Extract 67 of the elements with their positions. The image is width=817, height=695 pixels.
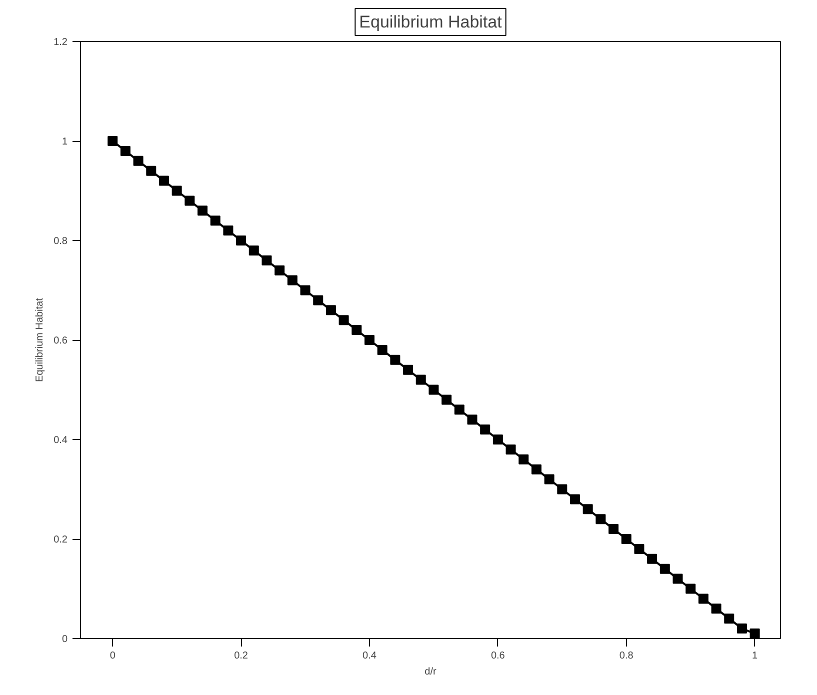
x-tick-label: 0 [110, 650, 116, 662]
point [313, 295, 324, 306]
point [442, 394, 452, 405]
point [467, 414, 478, 425]
point [364, 335, 374, 345]
point [647, 554, 658, 564]
point [596, 514, 606, 524]
point [582, 504, 593, 514]
point [262, 255, 272, 266]
point [634, 544, 644, 554]
point [686, 584, 696, 594]
point [326, 305, 336, 316]
point [236, 236, 246, 246]
y-tick-label: 0.8 [54, 236, 68, 247]
point [518, 454, 529, 464]
point [274, 265, 285, 276]
point [750, 628, 760, 638]
point [672, 574, 683, 584]
point [287, 275, 298, 286]
point [621, 534, 632, 544]
point [210, 216, 220, 226]
point [570, 494, 580, 504]
point [557, 484, 568, 494]
point [120, 146, 130, 156]
x-tick-label: 0.8 [619, 650, 634, 662]
point [133, 156, 144, 166]
y-tick-label: 0.4 [54, 435, 68, 446]
y-tick-label: 1.2 [54, 37, 68, 48]
point [724, 614, 734, 624]
x-tick-label: 0.6 [490, 650, 506, 662]
point [492, 434, 503, 444]
x-tick-label: 0.4 [362, 650, 377, 662]
point [172, 186, 182, 196]
point [198, 206, 208, 216]
point [698, 594, 708, 604]
y-tick-label: 0.6 [54, 336, 68, 346]
point [352, 325, 362, 336]
point [403, 364, 414, 375]
y-tick-label: 0.2 [54, 534, 68, 546]
point [146, 166, 156, 176]
point [736, 624, 747, 634]
point [660, 564, 670, 574]
point [506, 444, 516, 454]
point [608, 524, 619, 534]
point [184, 196, 195, 206]
point [711, 604, 722, 614]
point [377, 344, 388, 355]
point [454, 404, 464, 415]
point [531, 464, 542, 474]
point [544, 474, 554, 484]
y-tick-label: 1 [62, 136, 68, 148]
x-tick-label: 1 [752, 650, 758, 662]
y-tick-label: 0 [62, 634, 68, 645]
point [416, 374, 426, 385]
point [223, 226, 234, 236]
point [158, 176, 169, 186]
chart-title: Equilibrium Habitat [359, 12, 502, 32]
point [390, 354, 400, 365]
y-axis-title: Equilibrium Habitat [34, 298, 46, 382]
x-tick-label: 0.2 [234, 650, 248, 662]
point [338, 315, 349, 326]
point [248, 245, 259, 256]
point [300, 285, 310, 296]
point [428, 384, 439, 395]
point [108, 136, 118, 146]
point [480, 424, 490, 435]
x-axis-title: d/r [424, 666, 438, 678]
